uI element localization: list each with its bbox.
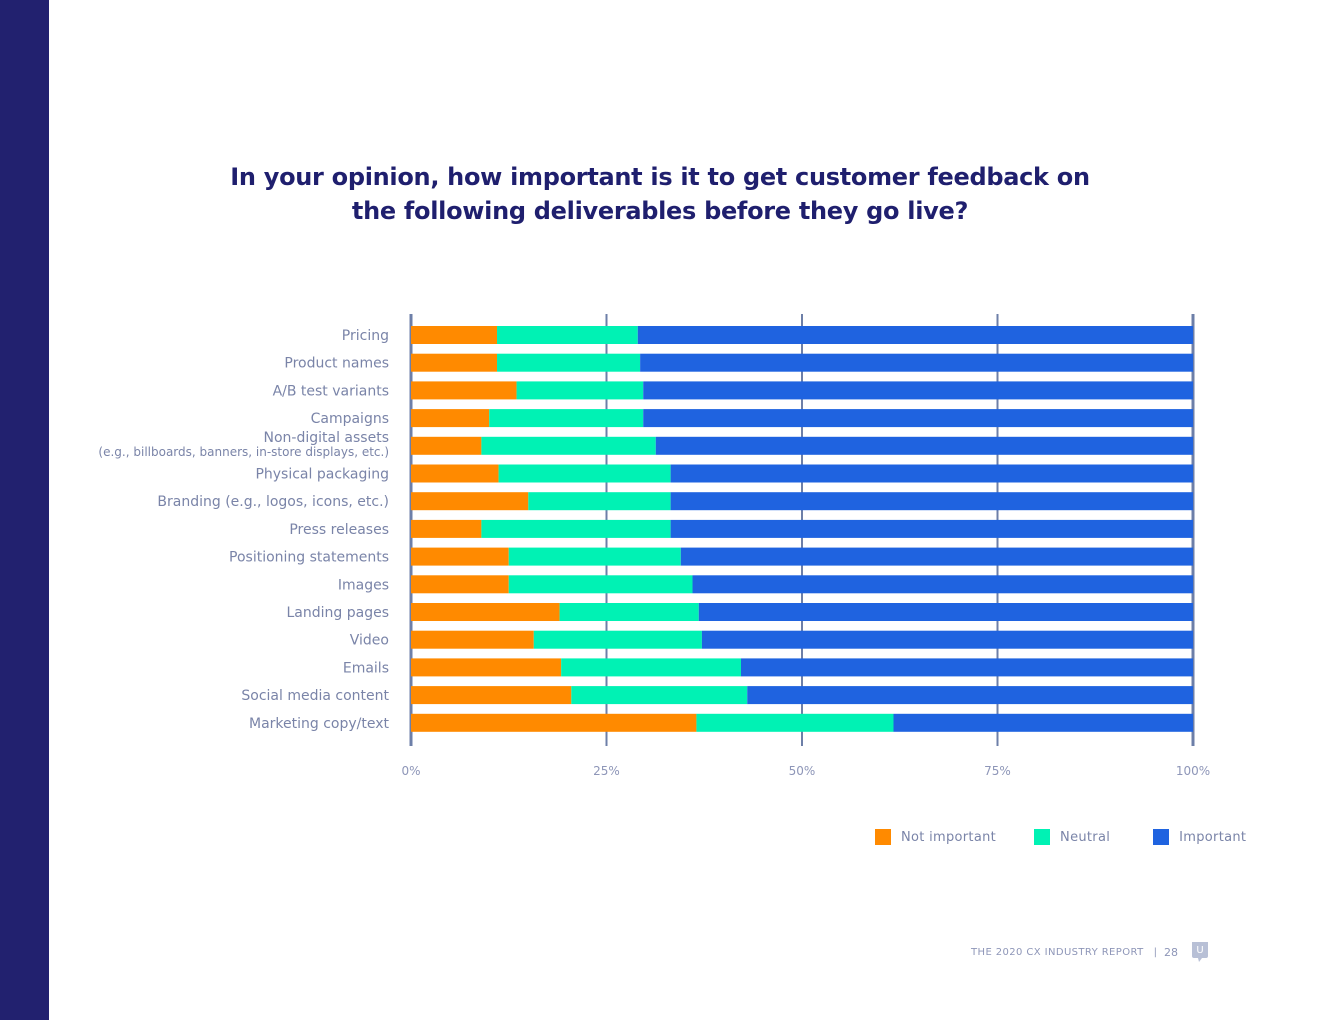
legend-swatch-neutral bbox=[1034, 829, 1051, 845]
legend-label-not-important: Not important bbox=[901, 829, 997, 845]
legend-item-neutral: Neutral bbox=[1034, 829, 1110, 845]
legend-item-important: Important bbox=[1153, 829, 1246, 845]
category-label-non-digital-assets: Non-digital assets bbox=[264, 430, 390, 446]
category-label-positioning-statements: Positioning statements bbox=[229, 550, 389, 566]
category-label-a-b-test-variants: A/B test variants bbox=[273, 383, 389, 399]
bar-important-video bbox=[701, 630, 1193, 649]
category-label-video: Video bbox=[350, 633, 389, 649]
bar-neutral-pricing bbox=[497, 326, 638, 344]
bar-not-important-branding-e-g-logos-icons-etc bbox=[411, 492, 529, 511]
bar-not-important-non-digital-assets bbox=[411, 436, 482, 455]
tick-label-75: 75% bbox=[984, 764, 1011, 778]
footer-report-title: THE 2020 CX INDUSTRY REPORT bbox=[971, 946, 1144, 958]
bar-not-important-campaigns bbox=[411, 409, 490, 428]
legend-item-not-important: Not important bbox=[875, 829, 996, 845]
bar-neutral-images bbox=[508, 575, 693, 594]
bar-not-important-positioning-statements bbox=[411, 547, 509, 566]
category-sublabel-non-digital-assets: (e.g., billboards, banners, in-store dis… bbox=[98, 445, 389, 459]
category-label-emails: Emails bbox=[343, 660, 389, 676]
tick-label-50: 50% bbox=[789, 764, 816, 778]
bar-not-important-product-names bbox=[411, 353, 498, 372]
tick-label-0: 0% bbox=[401, 764, 420, 778]
footer-page-number: 28 bbox=[1164, 945, 1178, 959]
bar-not-important-emails bbox=[411, 658, 562, 677]
bar-important-social-media-content bbox=[747, 686, 1193, 705]
chart-title: In your opinion, how important is it to … bbox=[160, 160, 1160, 228]
footer-separator: | bbox=[1153, 946, 1157, 958]
bar-important-non-digital-assets bbox=[655, 436, 1193, 455]
legend-swatch-not-important bbox=[875, 829, 891, 845]
side-accent-bar bbox=[0, 0, 49, 1020]
bar-not-important-marketing-copy-text bbox=[411, 713, 697, 732]
bar-important-campaigns bbox=[643, 409, 1193, 428]
bar-important-landing-pages bbox=[698, 603, 1193, 621]
bar-important-emails bbox=[741, 658, 1193, 677]
category-label-landing-pages: Landing pages bbox=[287, 605, 390, 621]
category-label-branding-e-g-logos-icons-etc: Branding (e.g., logos, icons, etc.) bbox=[157, 494, 389, 510]
bar-important-positioning-statements bbox=[680, 547, 1193, 566]
bar-important-images bbox=[692, 575, 1193, 594]
bar-neutral-product-names bbox=[497, 353, 641, 372]
bar-important-a-b-test-variants bbox=[643, 381, 1193, 400]
bar-neutral-campaigns bbox=[489, 409, 644, 428]
tick-label-100: 100% bbox=[1176, 764, 1210, 778]
bar-not-important-video bbox=[411, 630, 534, 649]
bar-important-physical-packaging bbox=[670, 464, 1193, 483]
category-label-pricing: Pricing bbox=[342, 328, 389, 344]
bar-important-product-names bbox=[640, 353, 1193, 372]
legend-label-neutral: Neutral bbox=[1060, 829, 1111, 845]
bar-not-important-landing-pages bbox=[411, 603, 560, 621]
bar-neutral-non-digital-assets bbox=[481, 436, 656, 455]
legend-label-important: Important bbox=[1179, 829, 1247, 845]
bar-important-branding-e-g-logos-icons-etc bbox=[670, 492, 1193, 511]
category-label-social-media-content: Social media content bbox=[241, 688, 389, 704]
category-label-press-releases: Press releases bbox=[289, 522, 389, 538]
bar-not-important-images bbox=[411, 575, 509, 594]
bar-neutral-social-media-content bbox=[571, 686, 748, 705]
bar-important-press-releases bbox=[670, 519, 1193, 538]
bar-not-important-social-media-content bbox=[411, 686, 572, 705]
bar-important-pricing bbox=[637, 326, 1193, 344]
bar-neutral-physical-packaging bbox=[498, 464, 671, 483]
logo-letter: U bbox=[1196, 945, 1203, 956]
bar-neutral-press-releases bbox=[481, 519, 671, 538]
bar-not-important-press-releases bbox=[411, 519, 482, 538]
category-label-images: Images bbox=[338, 577, 389, 593]
category-label-product-names: Product names bbox=[284, 356, 389, 372]
bar-neutral-branding-e-g-logos-icons-etc bbox=[528, 492, 671, 511]
bar-neutral-video bbox=[533, 630, 702, 649]
bar-not-important-a-b-test-variants bbox=[411, 381, 517, 400]
brand-logo-icon: U bbox=[1192, 942, 1208, 962]
tick-label-25: 25% bbox=[593, 764, 620, 778]
bar-neutral-emails bbox=[561, 658, 742, 677]
category-label-physical-packaging: Physical packaging bbox=[255, 467, 389, 483]
chart-legend: Not important Neutral Important bbox=[875, 829, 1246, 845]
bar-neutral-positioning-statements bbox=[508, 547, 681, 566]
category-label-campaigns: Campaigns bbox=[311, 411, 389, 427]
category-label-marketing-copy-text: Marketing copy/text bbox=[249, 716, 390, 732]
bar-neutral-marketing-copy-text bbox=[696, 713, 894, 732]
bar-important-marketing-copy-text bbox=[893, 713, 1193, 732]
title-line-2: the following deliverables before they g… bbox=[351, 197, 969, 225]
title-line-1: In your opinion, how important is it to … bbox=[230, 163, 1090, 191]
bar-neutral-landing-pages bbox=[559, 603, 699, 621]
bar-not-important-pricing bbox=[411, 326, 498, 344]
legend-swatch-important bbox=[1153, 829, 1170, 845]
bar-not-important-physical-packaging bbox=[411, 464, 499, 483]
page-footer: THE 2020 CX INDUSTRY REPORT | 28 U bbox=[900, 940, 1210, 964]
bar-neutral-a-b-test-variants bbox=[516, 381, 644, 400]
